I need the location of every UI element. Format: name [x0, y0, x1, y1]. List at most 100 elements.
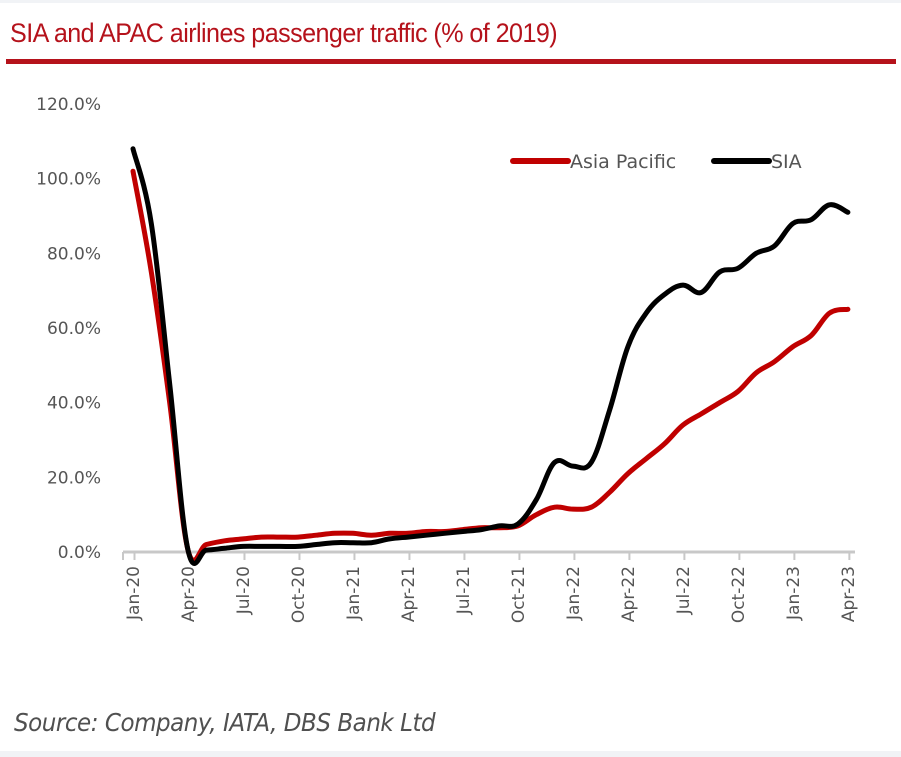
y-tick-label: 100.0% [36, 170, 101, 190]
data-point [625, 344, 630, 349]
data-point [735, 266, 740, 271]
data-point [332, 531, 337, 536]
data-point [314, 533, 319, 538]
data-point [772, 359, 777, 364]
data-point [570, 507, 575, 512]
legend-item-asia-pacific: Asia Pacific [510, 151, 676, 173]
data-point [351, 540, 356, 545]
data-point [662, 441, 667, 446]
data-point [442, 531, 447, 536]
x-tick-label: Apr-21 [399, 566, 419, 622]
data-point [827, 311, 832, 316]
data-point [149, 270, 154, 275]
data-point [369, 533, 374, 538]
data-point [607, 490, 612, 495]
data-point [754, 370, 759, 375]
data-point [222, 538, 227, 543]
data-point [405, 535, 410, 540]
data-point [186, 548, 191, 553]
data-point [241, 536, 246, 541]
series-line [130, 146, 851, 566]
x-tick-label: Jan-23 [784, 566, 804, 621]
data-point [790, 221, 795, 226]
x-tick-label: Jul-20 [234, 566, 254, 615]
data-point [644, 311, 649, 316]
x-tick-label: Apr-20 [179, 566, 199, 622]
legend-label: Asia Pacific [570, 151, 676, 173]
x-tick-label: Jan-22 [564, 566, 584, 621]
data-point [369, 540, 374, 545]
data-point [680, 423, 685, 428]
data-point [827, 202, 832, 207]
data-point [717, 270, 722, 275]
data-point [314, 542, 319, 547]
x-tick-label: Apr-23 [839, 566, 859, 622]
source-note: Source: Company, IATA, DBS Bank Ltd [14, 708, 436, 737]
x-tick-label: Jan-20 [124, 566, 144, 621]
data-point [699, 290, 704, 295]
data-point [131, 146, 136, 151]
data-point [680, 283, 685, 288]
y-axis: 0.0% 20.0% 40.0% 60.0% 80.0% 100.0% 120.0% [36, 95, 101, 563]
data-point [735, 389, 740, 394]
data-point [387, 531, 392, 536]
y-tick-label: 40.0% [47, 394, 101, 414]
y-tick-label: 80.0% [47, 244, 101, 264]
data-point [589, 505, 594, 510]
y-tick-label: 60.0% [47, 319, 101, 339]
data-point [296, 544, 301, 549]
data-point [131, 169, 136, 174]
y-tick-label: 120.0% [36, 95, 101, 115]
data-point [149, 221, 154, 226]
data-point [717, 400, 722, 405]
chart-title: SIA and APAC airlines passenger traffic … [10, 18, 558, 48]
data-point [625, 471, 630, 476]
x-tick-label: Apr-22 [619, 566, 639, 622]
data-point [552, 460, 557, 465]
data-point [387, 536, 392, 541]
legend-item-sia: SIA [711, 151, 802, 173]
data-point [460, 529, 465, 534]
data-point [515, 522, 520, 527]
data-point [222, 546, 227, 551]
data-point [772, 243, 777, 248]
data-point [259, 544, 264, 549]
data-point [644, 456, 649, 461]
data-point [259, 535, 264, 540]
data-point [204, 542, 209, 547]
top-strip [0, 0, 901, 3]
data-point [809, 333, 814, 338]
x-tick-label: Jul-21 [454, 566, 474, 615]
legend-label: SIA [771, 151, 802, 173]
data-point [570, 464, 575, 469]
title-rule [6, 59, 896, 64]
data-point [552, 505, 557, 510]
x-tick-label: Jan-21 [344, 566, 364, 621]
series-line [130, 168, 851, 563]
data-point [241, 544, 246, 549]
legend: Asia Pacific SIA [510, 151, 802, 173]
data-point [699, 411, 704, 416]
y-tick-label: 20.0% [47, 468, 101, 488]
x-tick-label: Oct-20 [289, 566, 309, 623]
data-point [809, 217, 814, 222]
data-point [790, 344, 795, 349]
data-point [424, 533, 429, 538]
data-point [662, 292, 667, 297]
series-sia [130, 146, 851, 566]
x-tick-label: Oct-22 [729, 566, 749, 623]
data-point [332, 540, 337, 545]
x-axis: Jan-20 Apr-20 Jul-20 Oct-20 Jan-21 Apr-21 Jul-… [122, 550, 859, 623]
bottom-strip [0, 751, 901, 757]
data-point [296, 535, 301, 540]
data-point [845, 210, 850, 215]
series-group [130, 146, 851, 566]
data-point [845, 307, 850, 312]
data-point [589, 460, 594, 465]
line-chart: 0.0% 20.0% 40.0% 60.0% 80.0% 100.0% 120.0% Jan… [36, 95, 859, 623]
data-point [754, 251, 759, 256]
data-point [277, 535, 282, 540]
data-point [167, 382, 172, 387]
data-point [204, 548, 209, 553]
x-tick-label: Jul-22 [674, 566, 694, 615]
